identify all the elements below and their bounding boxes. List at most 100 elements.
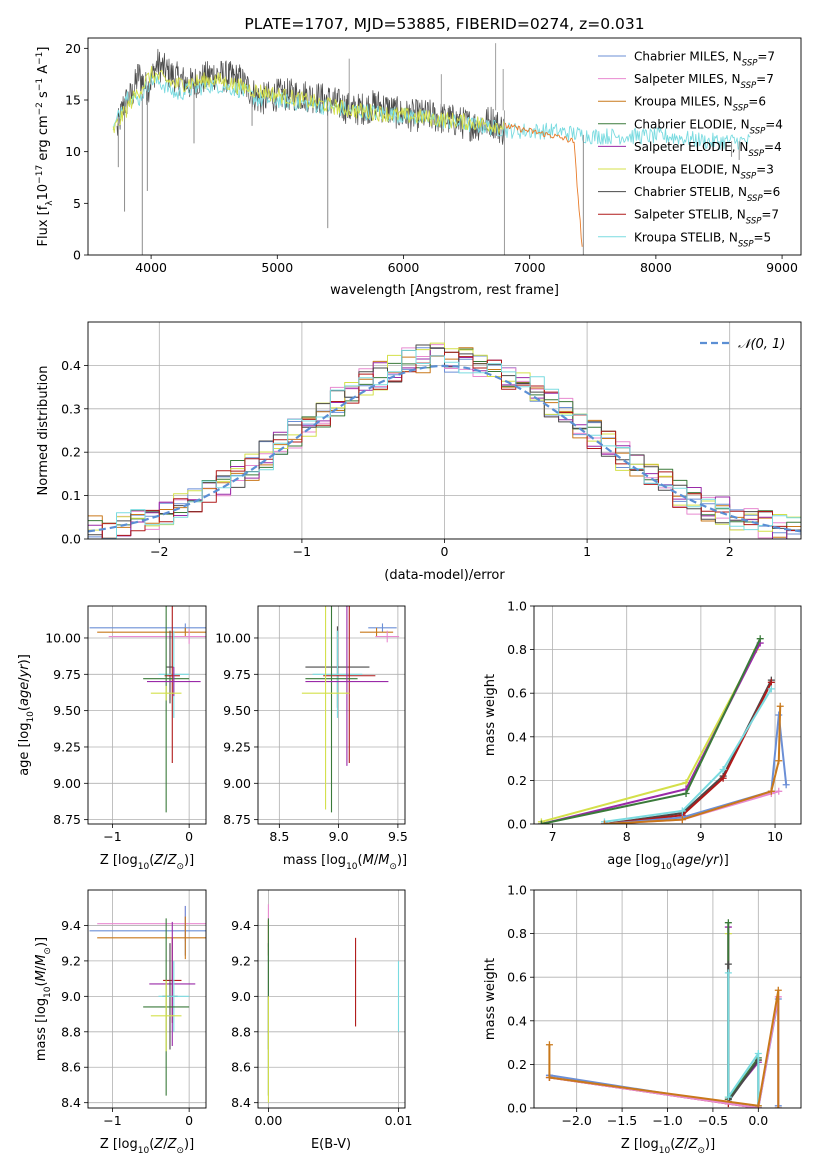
label-part: / (684, 1137, 689, 1152)
weight-marker (767, 685, 775, 693)
weight-marker (754, 1102, 762, 1108)
y-tick-label: 15 (65, 93, 81, 108)
z_weight-plot-area (534, 890, 801, 1108)
z_mass-axes: −1 0 8.4 8.6 8.8 9.0 9.2 9.4 (61, 889, 207, 1128)
weight-marker (775, 711, 783, 719)
y-tick-label: 0.4 (507, 1013, 527, 1028)
x-tick-label: −0.5 (698, 1113, 728, 1128)
y-tick-label: 8.6 (231, 1060, 251, 1075)
weight-marker (756, 635, 764, 643)
label-part: )] (17, 654, 32, 664)
label-part: age [log (607, 853, 660, 868)
y-tick-label: 0.3 (61, 401, 81, 416)
ebv_mass-plot-area (258, 890, 405, 1108)
legend-subscript: SSP (733, 104, 749, 114)
legend-subscript: SSP (747, 194, 763, 204)
label-part: 10 (138, 1146, 150, 1156)
legend-label: Kroupa STELIB, N (634, 230, 738, 244)
label-part: λ (45, 200, 55, 206)
legend-entry: Chabrier STELIB, NSSP=6 (634, 185, 780, 204)
y-tick-label: 0 (73, 248, 81, 263)
ebv_mass-axes: 0.00 0.01 8.4 8.6 8.8 9.0 9.2 9.4 (231, 889, 412, 1128)
y-tick-label: 0.0 (507, 1101, 527, 1116)
weight-marker (537, 820, 545, 824)
y-tick-label: 9.4 (61, 918, 81, 933)
x-tick-label: −2 (150, 544, 168, 559)
legend-count: =5 (754, 230, 772, 244)
label-part: ⊙ (389, 862, 397, 872)
label-part: )] (184, 853, 194, 868)
label-part: age (677, 853, 701, 868)
x-tick-label: 6000 (388, 260, 420, 275)
x-tick-label: 9 (697, 829, 705, 844)
label-part: Z (153, 1137, 164, 1152)
y-tick-label: 5 (73, 196, 81, 211)
label-part: ( (670, 1137, 675, 1152)
label-part: Z (167, 1137, 178, 1152)
z_age-axes: −1 0 8.75 9.00 9.25 9.50 9.75 10.00 (45, 605, 207, 844)
weight-marker (724, 969, 732, 977)
legend-label: Kroupa MILES, N (634, 95, 733, 109)
x-axis-label: Z [log10(Z/Z⊙)] (621, 1137, 715, 1156)
y-tick-label: 10.00 (215, 630, 251, 645)
weight-line (604, 688, 773, 823)
weight-marker (774, 986, 782, 994)
legend-label: Chabrier MILES, N (634, 50, 742, 64)
label-part: A (36, 65, 51, 78)
legend-entry: Chabrier MILES, NSSP=7 (634, 50, 775, 69)
y-axis-label: Normed distribution (36, 366, 51, 496)
legend-count: =4 (765, 117, 783, 131)
legend-label: Salpeter ELODIE, N (634, 140, 748, 154)
y-tick-label: 9.2 (231, 953, 251, 968)
x-tick-label: −1.5 (607, 1113, 637, 1128)
spectrum-trace (112, 73, 751, 151)
legend-label: Kroupa ELODIE, N (634, 163, 741, 177)
z_weight-axes: −2.0 −1.5 −1.0 −0.5 0.0 0.0 0.2 0.4 0.6 0.8 1.0 (507, 883, 802, 1128)
weight-marker (724, 960, 732, 968)
y-tick-label: 8.8 (231, 1024, 251, 1039)
age_weight-plot-area (534, 606, 801, 824)
chart-title: PLATE=1707, MJD=53885, FIBERID=0274, z=0… (244, 15, 644, 33)
label-part: ⊙ (176, 1146, 184, 1156)
weight-line (541, 642, 762, 824)
label-part: / (701, 853, 706, 868)
y-tick-label: 9.2 (61, 953, 81, 968)
label-part: ( (672, 853, 677, 868)
label-part: / (163, 1137, 168, 1152)
age_weight-axes: 7 8 9 10 0.0 0.2 0.4 0.6 0.8 1.0 (507, 599, 802, 844)
weight-marker (774, 1104, 782, 1108)
weight-marker (719, 774, 727, 782)
x-tick-label: 9.0 (329, 829, 349, 844)
weight-marker (678, 816, 686, 824)
weight-line (548, 989, 780, 1108)
x-tick-label: 10 (767, 829, 783, 844)
y-tick-label: 0.6 (507, 686, 527, 701)
legend-entry: Salpeter MILES, NSSP=7 (634, 72, 774, 91)
y-axis-label: age [log10(age/yr)] (17, 654, 36, 776)
y-tick-label: 9.75 (223, 667, 251, 682)
label-part: 10 (43, 986, 53, 998)
y-tick-label: 8.4 (61, 1095, 81, 1110)
x-tick-label: 5000 (261, 260, 293, 275)
x-tick-label: 0 (185, 1113, 193, 1128)
axes-frame (257, 889, 406, 1109)
axes-frame (87, 37, 802, 256)
label-part: / (374, 853, 379, 868)
x-tick-label: −1 (293, 544, 311, 559)
legend-count: =7 (761, 208, 779, 222)
weight-marker (767, 787, 775, 795)
x-axis-label: age [log10(age/yr)] (607, 853, 729, 872)
label-part: 10 (659, 1146, 671, 1156)
label-part: age (17, 682, 32, 706)
legend-label: Chabrier STELIB, N (634, 185, 747, 199)
label-part: )] (184, 1137, 194, 1152)
legend-subscript: SSP (741, 81, 757, 91)
x-tick-label: 0 (185, 829, 193, 844)
legend-count: =6 (763, 185, 781, 199)
weight-marker (545, 1041, 553, 1049)
weight-marker (719, 766, 727, 773)
weight-line (727, 972, 760, 1106)
y-tick-label: 9.50 (223, 703, 251, 718)
